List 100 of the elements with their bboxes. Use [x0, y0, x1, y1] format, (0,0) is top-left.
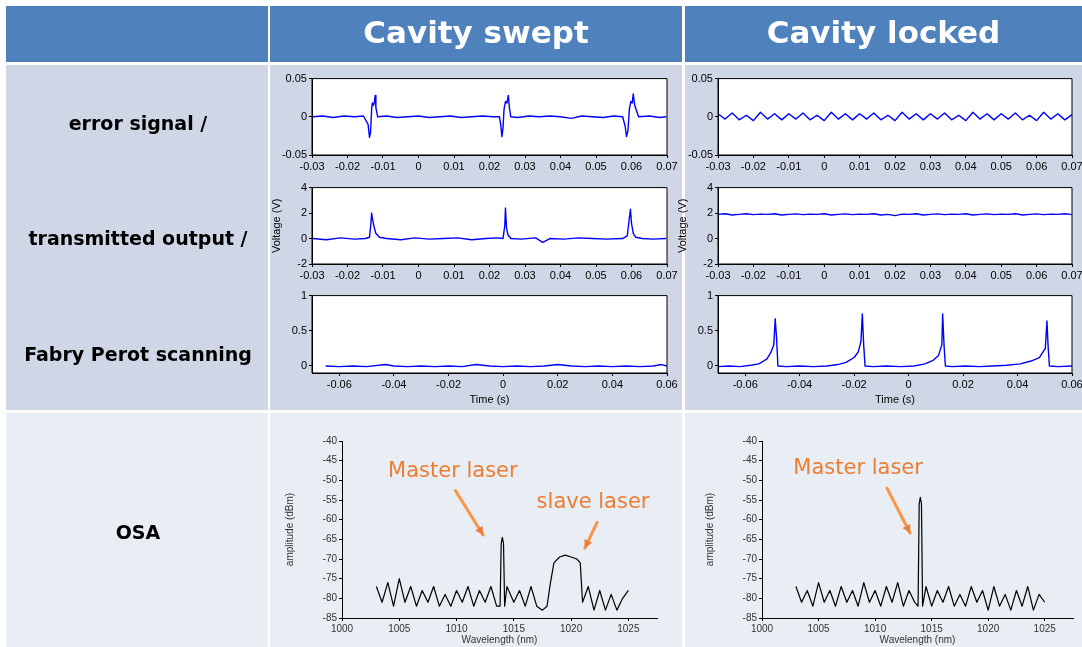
y-axis-title: amplitude (dBm) — [283, 492, 295, 567]
y-tick-label: 0.5 — [697, 323, 713, 336]
x-tick-label: -0.04 — [787, 377, 813, 390]
y-tick-label: -40 — [322, 434, 338, 446]
x-tick-label: 0.04 — [1006, 377, 1029, 390]
y-tick-label: 4 — [706, 180, 713, 193]
x-axis-title: Time (s) — [875, 393, 915, 406]
y-tick-label: -50 — [322, 474, 338, 486]
x-tick-label: 1025 — [617, 622, 640, 634]
x-tick-label: -0.03 — [705, 268, 731, 281]
y-tick-label: -80 — [322, 592, 338, 604]
x-tick-label: 0.04 — [955, 159, 977, 172]
text: transmitted output / — [27, 227, 249, 249]
x-tick-label: 0.06 — [656, 377, 678, 390]
y-axis-title: Voltage (V) — [675, 198, 688, 254]
y-tick-label: -70 — [322, 552, 338, 564]
x-tick-label: 1015 — [920, 622, 944, 634]
x-tick-label: -0.02 — [740, 268, 766, 281]
y-tick-label: -65 — [322, 533, 338, 545]
y-tick-label: 0 — [706, 109, 713, 122]
x-tick-label: 0.02 — [547, 377, 569, 390]
x-tick-label: 0.01 — [443, 268, 465, 281]
x-tick-label: 0.07 — [1061, 159, 1082, 172]
x-tick-label: 0.01 — [443, 159, 465, 172]
x-tick-label: -0.02 — [334, 268, 361, 281]
x-tick-label: 0.05 — [585, 159, 607, 172]
x-tick-label: 0.02 — [478, 268, 501, 281]
y-tick-label: -70 — [742, 552, 758, 564]
x-tick-label: 0.02 — [884, 159, 906, 172]
y-tick-label: 0.5 — [291, 323, 307, 336]
x-tick-label: 0.03 — [514, 268, 536, 281]
x-tick-label: 0 — [821, 268, 828, 281]
y-tick-label: 2 — [706, 206, 713, 219]
y-tick-label: 0 — [300, 109, 307, 122]
y-tick-label: -50 — [742, 474, 758, 486]
x-tick-label: -0.02 — [436, 377, 462, 390]
x-tick-label: 0.05 — [585, 268, 607, 281]
x-tick-label: 0 — [821, 159, 828, 172]
y-tick-label: -80 — [742, 592, 758, 604]
x-tick-label: 0.06 — [1025, 159, 1048, 172]
x-tick-label: -0.03 — [299, 268, 325, 281]
y-tick-label: 1 — [706, 288, 713, 301]
annotation: Master laser — [388, 458, 519, 483]
y-tick-label: 0.05 — [691, 71, 713, 84]
y-tick-label: -2 — [297, 257, 307, 270]
x-tick-label: 1000 — [750, 622, 774, 634]
x-tick-label: 0.06 — [1025, 268, 1048, 281]
text: Fabry Perot scanning — [23, 343, 253, 365]
x-tick-label: -0.02 — [841, 377, 867, 390]
text: Cavity swept — [362, 14, 590, 50]
y-tick-label: -0.05 — [687, 148, 713, 161]
x-tick-label: 0.06 — [620, 159, 643, 172]
x-tick-label: 0.03 — [919, 268, 942, 281]
x-tick-label: 0 — [415, 268, 422, 281]
x-tick-label: 1010 — [445, 622, 469, 634]
y-tick-label: 0 — [706, 358, 713, 371]
x-tick-label: 0.07 — [656, 268, 678, 281]
x-tick-label: 0.05 — [990, 159, 1012, 172]
x-tick-label: 0 — [415, 159, 422, 172]
x-tick-label: -0.01 — [370, 159, 396, 172]
x-tick-label: -0.04 — [381, 377, 407, 390]
x-axis-title: Wavelength (nm) — [879, 633, 956, 645]
x-tick-label: -0.03 — [299, 159, 325, 172]
y-tick-label: -85 — [742, 611, 758, 623]
x-tick-label: -0.02 — [334, 159, 361, 172]
x-tick-label: 1010 — [863, 622, 887, 634]
y-tick-label: 0.05 — [285, 71, 307, 84]
y-tick-label: 0 — [300, 231, 307, 244]
y-tick-label: -85 — [322, 611, 338, 623]
x-tick-label: 0 — [500, 377, 507, 390]
y-tick-label: -55 — [742, 493, 758, 505]
x-tick-label: -0.03 — [705, 159, 731, 172]
x-axis-title: Wavelength (nm) — [461, 633, 538, 645]
x-tick-label: 1020 — [559, 622, 583, 634]
y-tick-label: -65 — [742, 533, 758, 545]
y-tick-label: 4 — [300, 180, 307, 193]
y-tick-label: -75 — [742, 572, 758, 584]
y-tick-label: -2 — [703, 257, 713, 270]
x-tick-label: 0.03 — [514, 159, 536, 172]
x-tick-label: 0.04 — [549, 268, 572, 281]
x-tick-label: 0.06 — [620, 268, 643, 281]
y-tick-label: 0 — [300, 358, 307, 371]
y-tick-label: -0.05 — [281, 148, 307, 161]
x-tick-label: 0.05 — [990, 268, 1012, 281]
x-tick-label: 1005 — [807, 622, 831, 634]
x-tick-label: 1020 — [977, 622, 1000, 634]
text: OSA — [114, 521, 162, 543]
y-tick-label: 0 — [706, 231, 713, 244]
x-tick-label: -0.01 — [370, 268, 396, 281]
x-tick-label: -0.02 — [740, 159, 766, 172]
y-tick-label: -45 — [742, 454, 758, 466]
y-tick-label: -45 — [322, 454, 338, 466]
x-tick-label: -0.01 — [776, 159, 802, 172]
x-tick-label: 1005 — [388, 622, 411, 634]
y-tick-label: -40 — [742, 434, 758, 446]
x-tick-label: 0.07 — [656, 159, 678, 172]
x-tick-label: 0.03 — [919, 159, 942, 172]
x-tick-label: -0.01 — [776, 268, 802, 281]
x-axis-title: Time (s) — [469, 393, 510, 406]
y-tick-label: -60 — [742, 513, 758, 525]
